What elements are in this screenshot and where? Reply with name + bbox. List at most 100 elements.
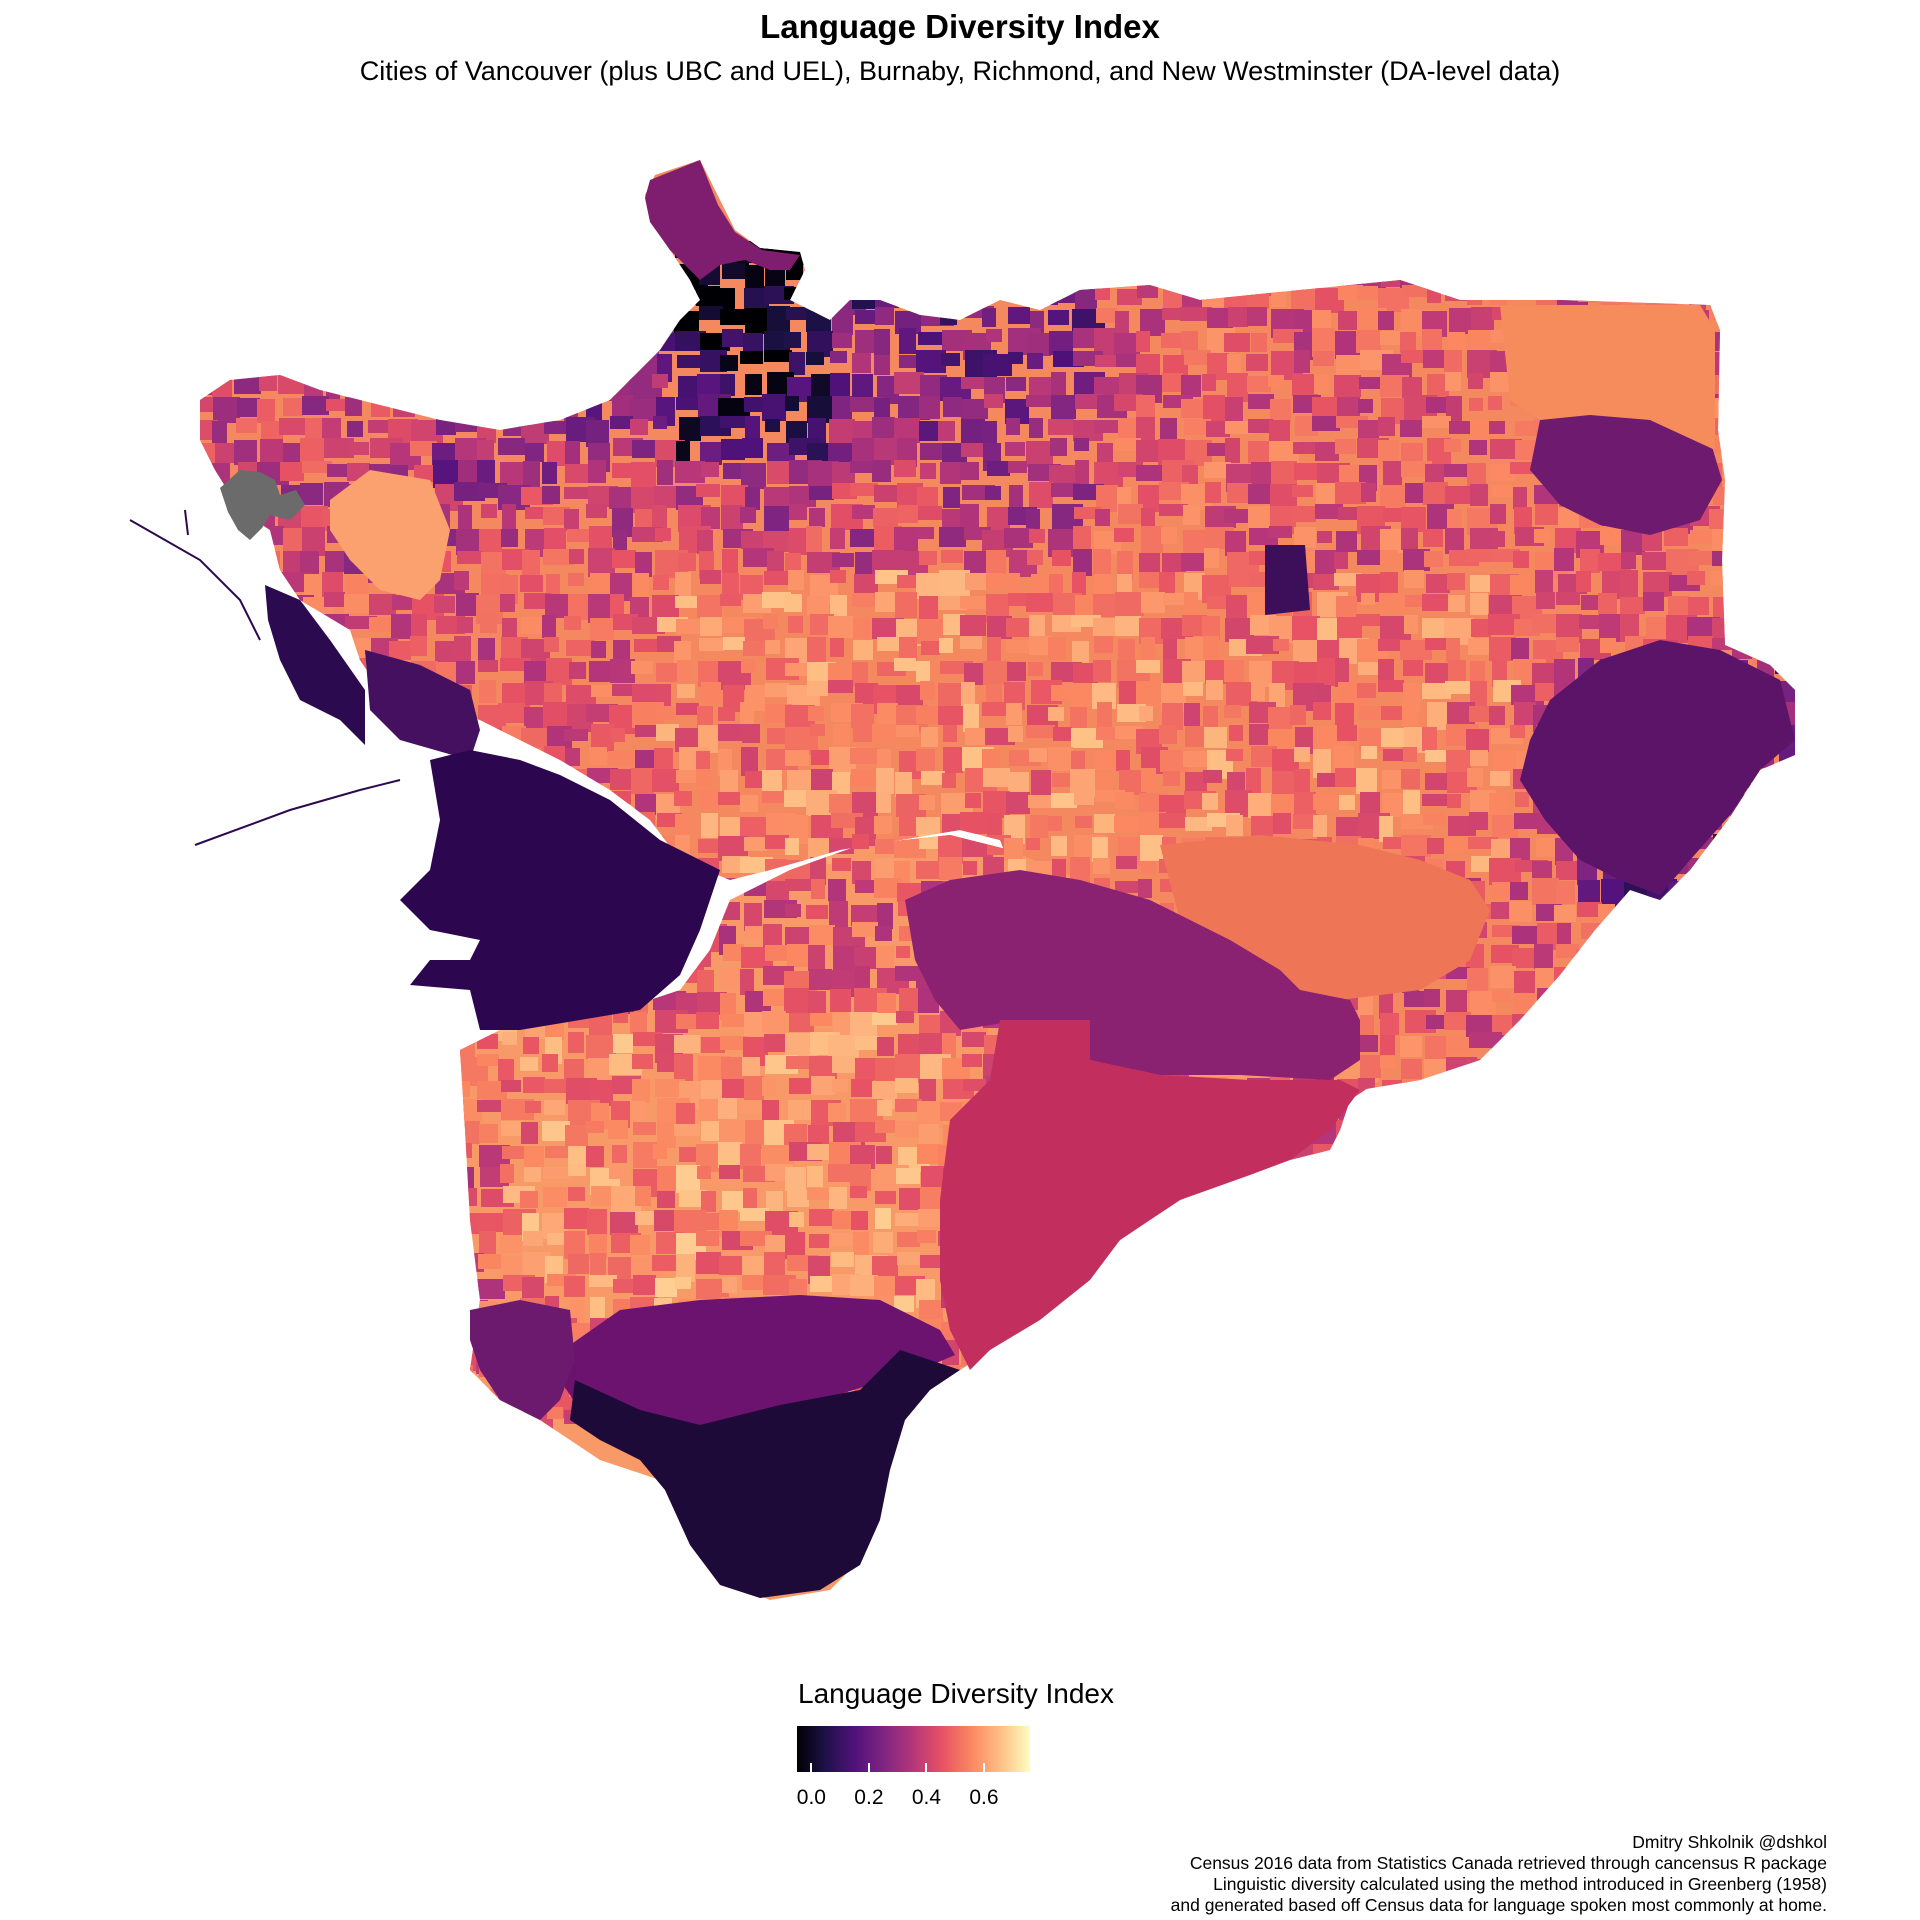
- dissemination-area-tile: [1757, 948, 1782, 974]
- dissemination-area-tile: [899, 637, 917, 664]
- dissemination-area-tile: [1334, 552, 1348, 569]
- dissemination-area-tile: [1027, 550, 1043, 565]
- dissemination-area-tile: [1512, 1036, 1537, 1058]
- dissemination-area-tile: [234, 1079, 261, 1102]
- dissemination-area-tile: [1097, 1407, 1122, 1435]
- dissemination-area-tile: [1557, 1100, 1572, 1123]
- dissemination-area-tile: [414, 1190, 447, 1208]
- dissemination-area-tile: [718, 749, 732, 776]
- dissemination-area-tile: [699, 306, 723, 320]
- dissemination-area-tile: [1645, 1103, 1670, 1126]
- caption-line-method: Linguistic diversity calculated using th…: [1213, 1874, 1827, 1894]
- dissemination-area-tile: [983, 661, 1010, 685]
- dissemination-area-tile: [1800, 769, 1823, 789]
- dissemination-area-tile: [852, 438, 878, 463]
- dissemination-area-tile: [1227, 1407, 1251, 1422]
- dissemination-area-tile: [612, 684, 634, 696]
- dissemination-area-tile: [1468, 1211, 1487, 1223]
- dissemination-area-tile: [326, 1014, 345, 1034]
- dissemination-area-tile: [612, 1145, 627, 1163]
- dissemination-area-tile: [323, 1232, 356, 1259]
- dissemination-area-tile: [1668, 881, 1683, 908]
- dissemination-area-tile: [1273, 639, 1289, 651]
- dissemination-area-tile: [895, 1213, 923, 1226]
- dissemination-area-tile: [215, 350, 245, 367]
- dissemination-area-tile: [1356, 1102, 1388, 1121]
- dissemination-area-tile: [1688, 1187, 1713, 1202]
- dissemination-area-tile: [697, 992, 727, 1015]
- dissemination-area-tile: [281, 1189, 298, 1208]
- dissemination-area-tile: [543, 549, 574, 565]
- dissemination-area-tile: [371, 395, 390, 417]
- dissemination-area-tile: [478, 638, 495, 662]
- dissemination-area-tile: [435, 1320, 455, 1332]
- dissemination-area-tile: [1270, 1384, 1294, 1409]
- dissemination-area-tile: [1005, 442, 1025, 456]
- dissemination-area-tile: [1380, 1056, 1395, 1068]
- dissemination-area-tile: [261, 1033, 281, 1060]
- dissemination-area-tile: [1713, 968, 1739, 995]
- dissemination-area-tile: [200, 1277, 218, 1298]
- dissemination-area-tile: [785, 879, 818, 891]
- legend-tick-label: 0.0: [796, 1786, 826, 1809]
- dissemination-area-tile: [1158, 1297, 1191, 1312]
- dissemination-area-tile: [322, 1213, 352, 1240]
- dissemination-area-tile: [1469, 812, 1488, 830]
- dissemination-area-tile: [259, 1209, 278, 1233]
- dissemination-area-tile: [1514, 1389, 1544, 1410]
- dissemination-area-tile: [348, 263, 381, 287]
- dissemination-area-tile: [1734, 461, 1749, 481]
- dissemination-area-tile: [200, 878, 217, 907]
- dissemination-area-tile: [1577, 902, 1602, 917]
- dissemination-area-tile: [200, 460, 204, 477]
- dissemination-area-tile: [1381, 1147, 1402, 1175]
- dissemination-area-tile: [587, 1209, 607, 1235]
- dissemination-area-tile: [1004, 1386, 1022, 1415]
- dissemination-area-tile: [388, 1387, 412, 1402]
- dissemination-area-tile: [1357, 286, 1378, 300]
- dissemination-area-tile: [1070, 707, 1087, 733]
- dissemination-area-tile: [1470, 991, 1496, 1015]
- dissemination-area-tile: [1489, 421, 1505, 434]
- dissemination-area-tile: [283, 398, 303, 416]
- dissemination-area-tile: [235, 553, 259, 581]
- dissemination-area-tile: [1712, 1363, 1730, 1390]
- dissemination-area-tile: [479, 1124, 498, 1143]
- dissemination-area-tile: [1380, 331, 1402, 345]
- dissemination-area-tile: [1203, 770, 1222, 783]
- dissemination-area-tile: [943, 1409, 971, 1435]
- dissemination-area-tile: [1050, 287, 1076, 303]
- dissemination-area-tile: [1182, 242, 1204, 266]
- dissemination-area-tile: [1445, 372, 1461, 391]
- dissemination-area-tile: [789, 1013, 814, 1032]
- dissemination-area-tile: [1471, 856, 1491, 872]
- dissemination-area-tile: [1009, 1411, 1027, 1428]
- dissemination-area-tile: [1291, 506, 1316, 522]
- dissemination-area-tile: [1669, 1340, 1691, 1358]
- dissemination-area-tile: [1798, 836, 1823, 862]
- dissemination-area-tile: [259, 1231, 281, 1258]
- dissemination-area-tile: [1510, 725, 1525, 738]
- dissemination-area-tile: [1536, 592, 1555, 609]
- dissemination-area-tile: [1227, 1323, 1246, 1347]
- dissemination-area-tile: [565, 308, 595, 331]
- dissemination-area-tile: [459, 399, 489, 420]
- dissemination-area-tile: [348, 1366, 369, 1383]
- dissemination-area-tile: [1598, 593, 1617, 614]
- dissemination-area-tile: [1778, 902, 1795, 922]
- dissemination-area-tile: [1753, 1054, 1778, 1080]
- dissemination-area-tile: [960, 263, 979, 292]
- dissemination-area-tile: [1378, 639, 1406, 651]
- dissemination-area-tile: [896, 794, 926, 817]
- dissemination-area-tile: [1094, 420, 1120, 433]
- dissemination-area-tile: [1335, 1209, 1352, 1229]
- dissemination-area-tile: [1403, 660, 1423, 676]
- dissemination-area-tile: [1337, 725, 1357, 741]
- dissemination-area-tile: [829, 1187, 847, 1209]
- dissemination-area-tile: [200, 615, 212, 634]
- dissemination-area-tile: [435, 1010, 463, 1029]
- dissemination-area-tile: [524, 1146, 544, 1167]
- dissemination-area-tile: [833, 724, 850, 750]
- dissemination-area-tile: [303, 1189, 330, 1208]
- dissemination-area-tile: [921, 641, 940, 655]
